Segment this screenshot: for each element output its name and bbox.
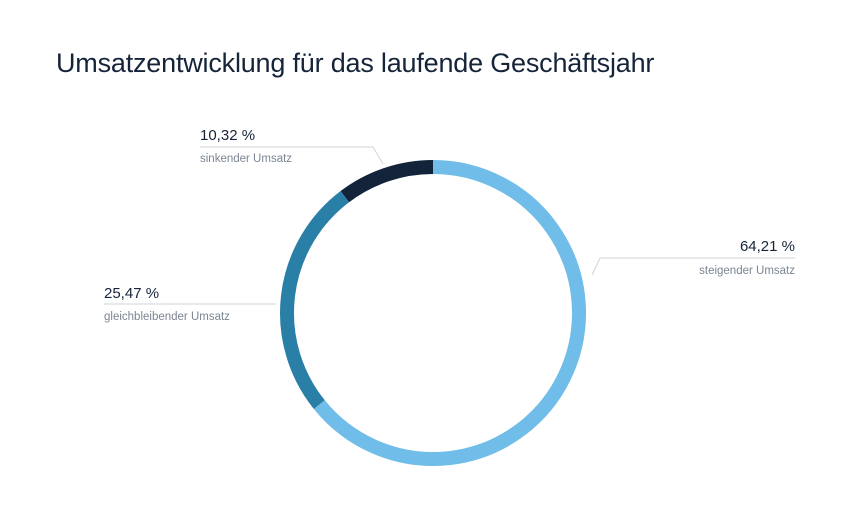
donut-slice-gleichbleibender-umsatz (280, 191, 350, 409)
chart-title: Umsatzentwicklung für das laufende Gesch… (56, 48, 655, 78)
leader-line (591, 257, 795, 276)
donut-slice-sinkender-umsatz (340, 160, 434, 203)
slice-category-label: steigender Umsatz (699, 265, 795, 277)
slice-value-label: 64,21 % (740, 238, 795, 255)
labels-layer: 64,21 % steigender Umsatz 25,47 % gleichble… (104, 127, 795, 323)
slice-category-label: sinkender Umsatz (200, 153, 292, 165)
slice-category-label: gleichbleibender Umsatz (104, 311, 230, 323)
donut-slice-steigender-umsatz (313, 160, 586, 466)
slice-value-label: 25,47 % (104, 285, 159, 302)
slices-layer (280, 160, 586, 466)
leader-line (200, 146, 384, 165)
slice-value-label: 10,32 % (200, 127, 255, 144)
